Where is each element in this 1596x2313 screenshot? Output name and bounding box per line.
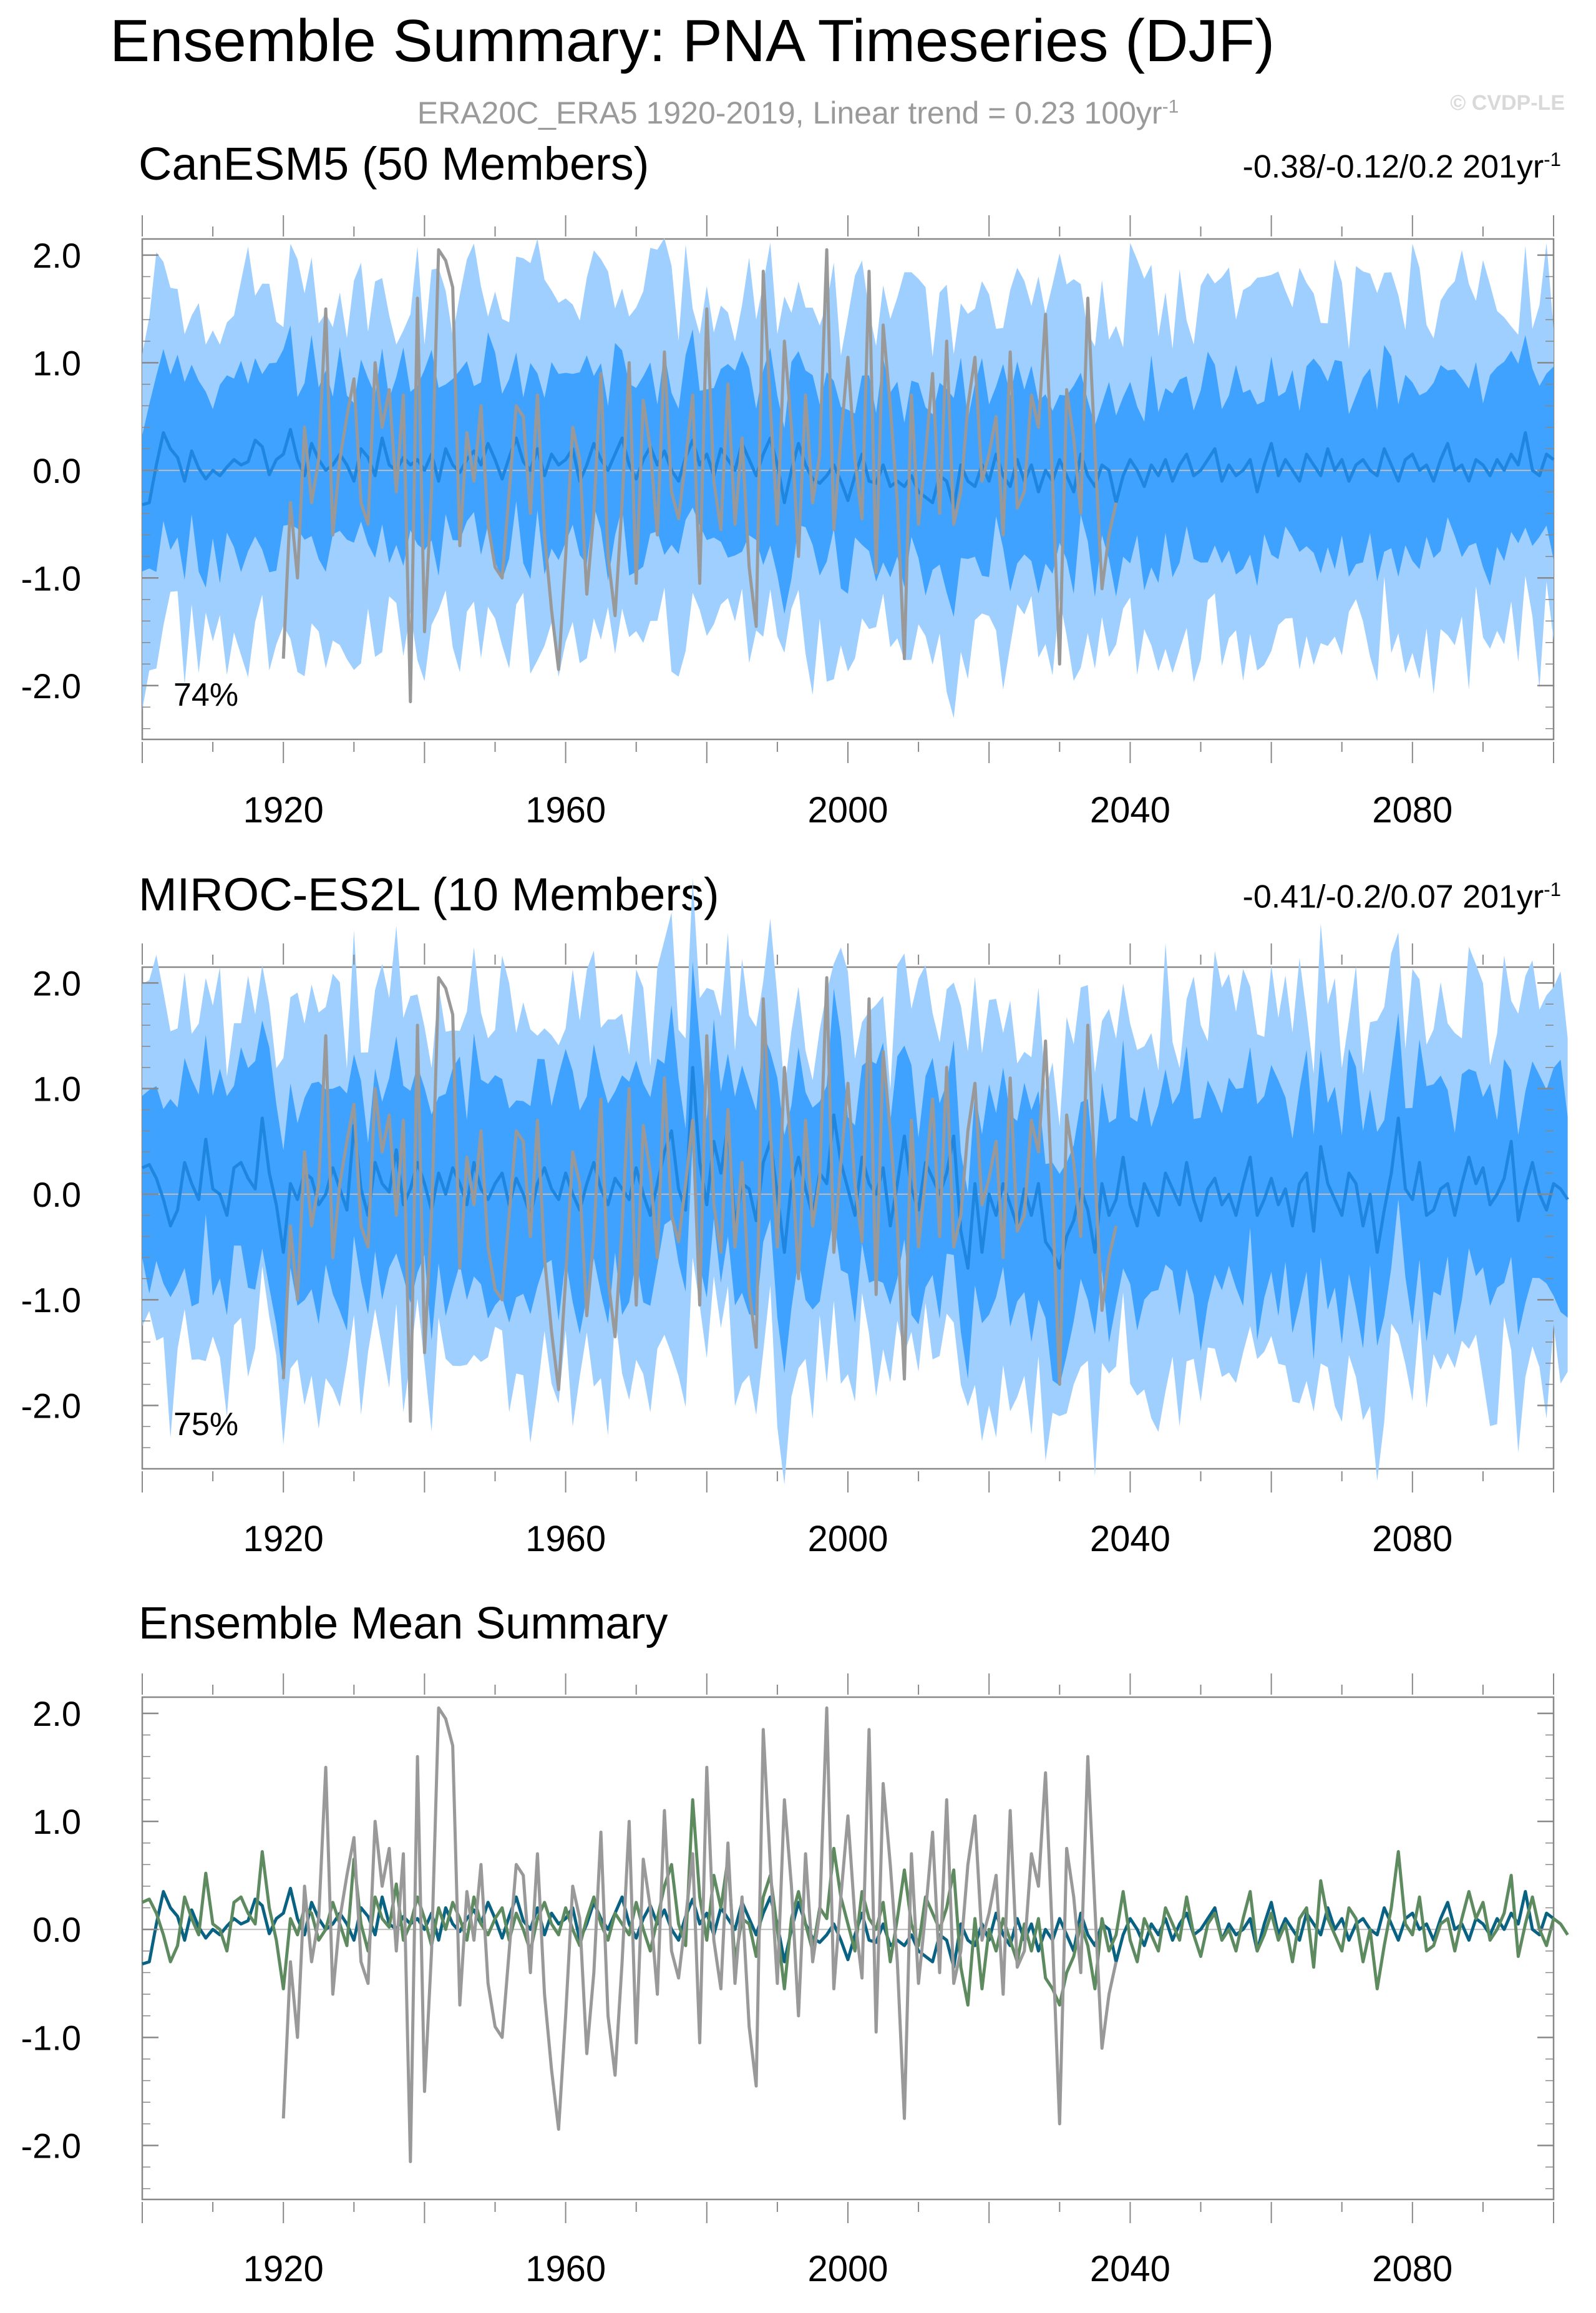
panel-3-xtick-label: 2000: [807, 2249, 888, 2289]
panel-1-xtick-label: 2080: [1372, 790, 1452, 830]
panel-2-trend: -0.41/-0.2/0.07 201yr-1: [1243, 880, 1562, 913]
panel-2-xtick-label: 2000: [807, 1519, 888, 1559]
panel-2-ytick-label: 0.0: [32, 1175, 81, 1214]
panel-3-title: Ensemble Mean Summary: [139, 1599, 668, 1648]
panel-3-series-3-line: [281, 1706, 1118, 2163]
panel-3-xtick-label: 2080: [1372, 2249, 1452, 2289]
panel-2-xtick-label: 2040: [1090, 1519, 1170, 1559]
panel-1-observations-line: [281, 248, 1118, 704]
panel-1-ensemble-mean-line: [142, 427, 1555, 510]
panel-1-xtick-label: 1920: [243, 790, 324, 830]
panel-1-title: CanESM5 (50 Members): [139, 138, 650, 190]
panel-3-xtick-label: 2040: [1090, 2249, 1170, 2289]
panel-2-title: MIROC-ES2L (10 Members): [139, 869, 719, 920]
panel-3-ytick-label: 1.0: [32, 1802, 81, 1841]
panel-1-trend-sup: -1: [1544, 149, 1561, 170]
panel-2-ensemble-mean-line: [141, 1066, 1569, 1270]
panel-3-ytick-label: -1.0: [21, 2018, 82, 2057]
panel-2-xtick-label: 2080: [1372, 1519, 1452, 1559]
panel-2-ytick-label: -2.0: [21, 1386, 82, 1425]
panel-1-xtick-label: 1960: [525, 790, 606, 830]
panel-1-ytick-label: -2.0: [21, 666, 82, 706]
panel-1-ytick-label: 0.0: [32, 451, 81, 490]
panel-1-xtick-label: 2040: [1090, 790, 1170, 830]
panel-3-series-1-line: [142, 1886, 1555, 1969]
panel-3-xtick-label: 1920: [243, 2249, 324, 2289]
panel-3-xtick-label: 1960: [525, 2249, 606, 2289]
panel-3-ytick-label: 2.0: [32, 1694, 81, 1733]
panel-2-ytick-label: -1.0: [21, 1280, 82, 1320]
panel-3-series-2-line: [141, 1798, 1569, 2007]
subtitle-text: ERA20C_ERA5 1920-2019, Linear trend = 0.…: [417, 95, 1162, 130]
panel-1-trend: -0.38/-0.12/0.2 201yr-1: [1243, 150, 1562, 183]
panel-2-percent-label: 75%: [173, 1406, 239, 1443]
panel-2-trend-sup: -1: [1544, 879, 1561, 900]
panel-3-ytick-label: -2.0: [21, 2126, 82, 2165]
panel-1-percent-label: 74%: [173, 677, 239, 713]
panel-1-xtick-label: 2000: [807, 790, 888, 830]
panel-1-ytick-label: 2.0: [32, 236, 81, 275]
panel-2-observations-line: [281, 976, 1118, 1423]
panel-2-xtick-label: 1920: [243, 1519, 324, 1559]
subtitle: ERA20C_ERA5 1920-2019, Linear trend = 0.…: [0, 95, 1596, 131]
main-title: Ensemble Summary: PNA Timeseries (DJF): [110, 7, 1275, 74]
panel-3-frame: [141, 1696, 1555, 2201]
panel-1-trend-text: -0.38/-0.12/0.2 201yr: [1242, 149, 1544, 185]
panel-1-ytick-label: -1.0: [21, 558, 82, 598]
panel-2-trend-text: -0.41/-0.2/0.07 201yr: [1242, 879, 1544, 915]
panel-2-ytick-label: 2.0: [32, 963, 81, 1003]
copyright-watermark: © CVDP-LE: [1450, 91, 1565, 115]
panel-3-ytick-label: 0.0: [32, 1910, 81, 1949]
subtitle-sup: -1: [1162, 96, 1179, 117]
panel-1-ytick-label: 1.0: [32, 343, 81, 382]
panel-2-xtick-label: 1960: [525, 1519, 606, 1559]
panel-1-inner-band: [142, 325, 1554, 617]
panel-2-ytick-label: 1.0: [32, 1069, 81, 1109]
